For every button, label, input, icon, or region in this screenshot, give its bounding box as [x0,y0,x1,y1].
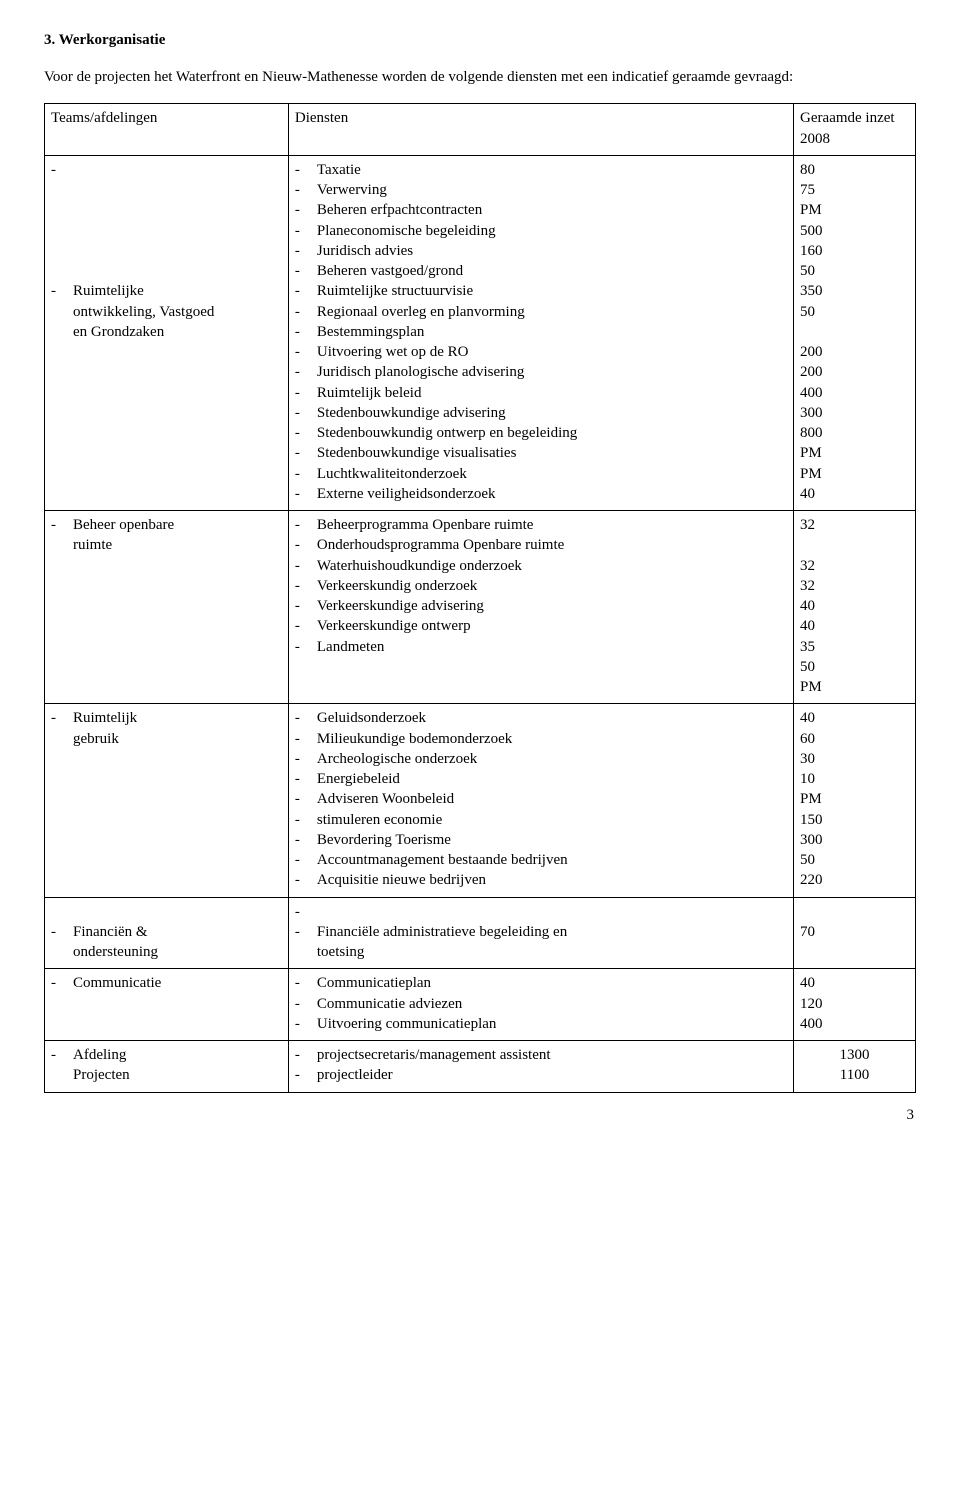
values-cell: 32 323240403550PM [794,511,916,704]
section-title: 3. Werkorganisatie [44,32,916,49]
header-col2: Diensten [288,104,793,156]
table-row: -Ruimtelijk gebruik-Geluidsonderzoek-Mil… [45,704,916,897]
table-row: -Communicatie-Communicatieplan-Communica… [45,969,916,1041]
team-cell: -Financiën & ondersteuning [45,897,289,969]
team-cell: - Afdeling Projecten [45,1041,289,1093]
page-number: 3 [44,1107,916,1124]
services-table: Teams/afdelingen Diensten Geraamde inzet… [44,103,916,1092]
team-cell: -Ruimtelijk gebruik [45,704,289,897]
table-row: -Financiën & ondersteuning- -Financiële … [45,897,916,969]
diensten-cell: -Beheerprogramma Openbare ruimte-Onderho… [288,511,793,704]
values-cell: 13001100 [794,1041,916,1093]
values-cell: 40120400 [794,969,916,1041]
diensten-cell: -Communicatieplan-Communicatie adviezen-… [288,969,793,1041]
diensten-cell: -Geluidsonderzoek-Milieukundige bodemond… [288,704,793,897]
table-row: -Beheer openbare ruimte-Beheerprogramma … [45,511,916,704]
table-header-row: Teams/afdelingen Diensten Geraamde inzet… [45,104,916,156]
intro-paragraph: Voor de projecten het Waterfront en Nieu… [44,67,916,87]
diensten-cell: -projectsecretaris/management assistent-… [288,1041,793,1093]
team-cell: - -Ruimtelijke ontwikkeling, Vastgoed en… [45,155,289,510]
team-cell: -Communicatie [45,969,289,1041]
diensten-cell: - -Financiële administratieve begeleidin… [288,897,793,969]
table-row: - Afdeling Projecten-projectsecretaris/m… [45,1041,916,1093]
values-cell: 70 [794,897,916,969]
values-cell: 40603010PM15030050220 [794,704,916,897]
table-row: - -Ruimtelijke ontwikkeling, Vastgoed en… [45,155,916,510]
header-col1: Teams/afdelingen [45,104,289,156]
header-col3: Geraamde inzet 2008 [794,104,916,156]
values-cell: 8075PM5001605035050 200200400300800PMPM4… [794,155,916,510]
diensten-cell: -Taxatie-Verwerving-Beheren erfpachtcont… [288,155,793,510]
team-cell: -Beheer openbare ruimte [45,511,289,704]
